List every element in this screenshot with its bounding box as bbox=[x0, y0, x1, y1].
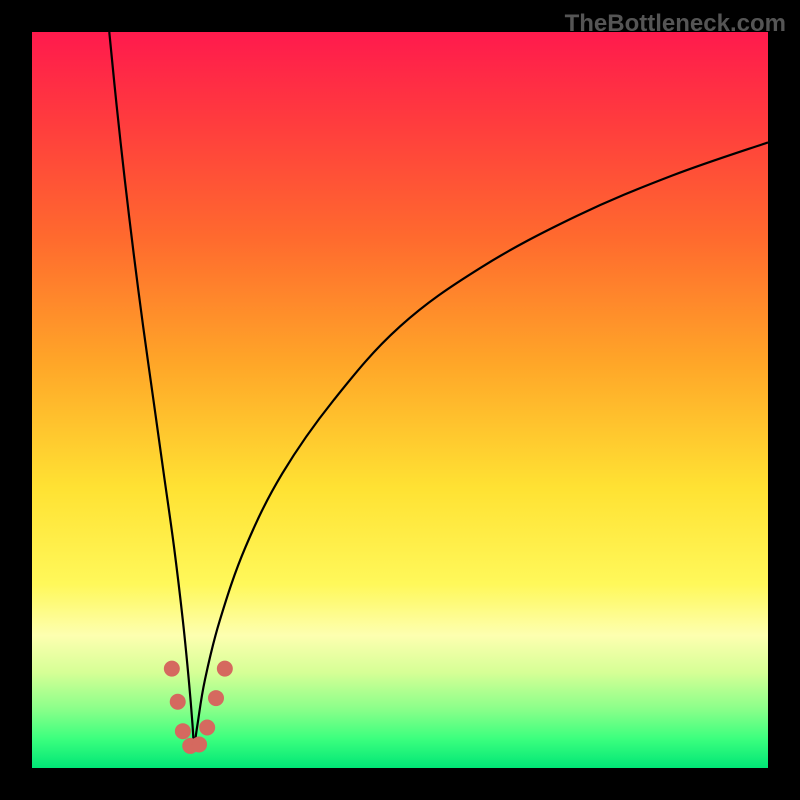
marker-dot bbox=[200, 720, 215, 735]
marker-dot bbox=[170, 694, 185, 709]
curve-right-branch bbox=[194, 142, 768, 749]
marker-dot bbox=[175, 724, 190, 739]
plot-area bbox=[32, 32, 768, 768]
curve-left-branch bbox=[109, 32, 194, 750]
marker-dot bbox=[192, 737, 207, 752]
marker-dot bbox=[217, 661, 232, 676]
marker-dot bbox=[209, 691, 224, 706]
chart-container: TheBottleneck.com bbox=[0, 0, 800, 800]
curves-layer bbox=[32, 32, 768, 768]
watermark-text: TheBottleneck.com bbox=[565, 10, 786, 38]
marker-dot bbox=[164, 661, 179, 676]
